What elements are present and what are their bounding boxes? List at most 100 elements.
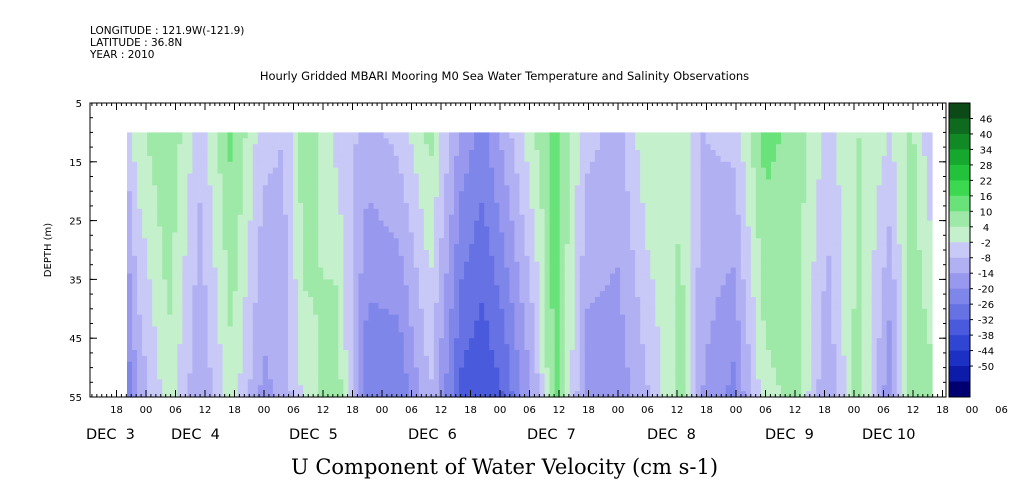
heatmap-cell: [378, 185, 385, 192]
heatmap-cell: [594, 132, 601, 139]
heatmap-cell: [423, 238, 430, 245]
heatmap-cell: [479, 391, 485, 398]
heatmap-cell: [277, 308, 284, 316]
heatmap-cell: [177, 279, 183, 286]
heatmap-cell: [589, 355, 596, 363]
heatmap-cell: [433, 367, 440, 375]
heatmap-cell: [358, 185, 365, 192]
heatmap-cell: [227, 279, 234, 286]
heatmap-cell: [408, 314, 415, 322]
heatmap-cell: [635, 279, 641, 286]
heatmap-cell: [187, 214, 194, 222]
heatmap-cell: [172, 297, 178, 304]
heatmap-cell: [383, 308, 390, 316]
heatmap-cell: [615, 155, 621, 163]
heatmap-cell: [293, 185, 299, 192]
heatmap-cell: [212, 138, 219, 145]
heatmap-cell: [589, 344, 596, 351]
heatmap-cell: [363, 138, 370, 145]
heatmap-cell: [594, 344, 601, 351]
heatmap-cell: [288, 220, 294, 228]
heatmap-cell: [398, 226, 405, 233]
heatmap-cell: [504, 185, 510, 192]
heatmap-cell: [423, 320, 430, 328]
heatmap-cell: [625, 314, 631, 322]
heatmap-cell: [252, 202, 259, 210]
heatmap-cell: [157, 132, 163, 139]
heatmap-cell: [454, 291, 460, 298]
heatmap-cell: [569, 244, 576, 251]
heatmap-cell: [282, 297, 289, 304]
heatmap-cell: [152, 132, 158, 139]
heatmap-cell: [489, 349, 495, 357]
heatmap-cell: [363, 326, 370, 333]
heatmap-cell: [428, 373, 435, 380]
heatmap-cell: [418, 155, 425, 163]
heatmap-cell: [655, 367, 661, 375]
heatmap-cell: [373, 179, 380, 186]
heatmap-cell: [539, 344, 546, 351]
heatmap-cell: [313, 385, 319, 392]
heatmap-cell: [167, 308, 173, 316]
heatmap-cell: [368, 244, 375, 251]
heatmap-cell: [217, 291, 224, 298]
heatmap-cell: [308, 338, 314, 345]
heatmap-cell: [589, 320, 596, 328]
heatmap-cell: [343, 185, 349, 192]
heatmap-cell: [464, 191, 470, 198]
heatmap-cell: [655, 144, 661, 151]
heatmap-cell: [403, 144, 410, 151]
heatmap-cell: [428, 379, 435, 386]
heatmap-cell: [192, 185, 199, 192]
heatmap-cell: [197, 261, 204, 269]
heatmap-cell: [615, 379, 621, 386]
heatmap-cell: [474, 250, 480, 257]
heatmap-cell: [449, 279, 455, 286]
heatmap-cell: [589, 367, 596, 375]
heatmap-cell: [363, 279, 370, 286]
heatmap-cell: [227, 232, 234, 239]
heatmap-cell: [554, 332, 561, 339]
heatmap-cell: [172, 349, 178, 357]
heatmap-cell: [157, 279, 163, 286]
heatmap-cell: [660, 179, 666, 186]
heatmap-cell: [469, 173, 475, 181]
heatmap-cell: [635, 344, 641, 351]
heatmap-cell: [232, 320, 239, 328]
heatmap-cell: [393, 297, 400, 304]
heatmap-cell: [187, 308, 194, 316]
heatmap-cell: [559, 155, 566, 163]
heatmap-cell: [454, 220, 460, 228]
heatmap-cell: [157, 308, 163, 316]
heatmap-cell: [217, 185, 224, 192]
heatmap-cell: [418, 238, 425, 245]
heatmap-cell: [187, 338, 194, 345]
heatmap-cell: [252, 138, 259, 145]
heatmap-cell: [589, 291, 596, 298]
heatmap-cell: [207, 220, 214, 228]
heatmap-cell: [373, 132, 380, 139]
heatmap-cell: [277, 349, 284, 357]
heatmap-cell: [333, 320, 339, 328]
heatmap-cell: [282, 302, 289, 310]
heatmap-cell: [303, 208, 309, 216]
heatmap-cell: [368, 238, 375, 245]
heatmap-cell: [514, 320, 521, 328]
heatmap-cell: [665, 297, 671, 304]
heatmap-cell: [318, 344, 324, 351]
heatmap-cell: [418, 191, 425, 198]
heatmap-cell: [207, 161, 214, 169]
heatmap-cell: [152, 308, 158, 316]
heatmap-cell: [428, 179, 435, 186]
heatmap-cell: [630, 379, 636, 386]
heatmap-cell: [343, 202, 349, 210]
heatmap-cell: [579, 232, 586, 239]
heatmap-cell: [132, 385, 138, 392]
heatmap-cell: [569, 197, 576, 204]
heatmap-cell: [318, 279, 324, 286]
heatmap-cell: [227, 173, 234, 181]
heatmap-cell: [328, 150, 334, 157]
heatmap-cell: [147, 308, 153, 316]
heatmap-cell: [358, 167, 365, 175]
heatmap-cell: [433, 291, 440, 298]
